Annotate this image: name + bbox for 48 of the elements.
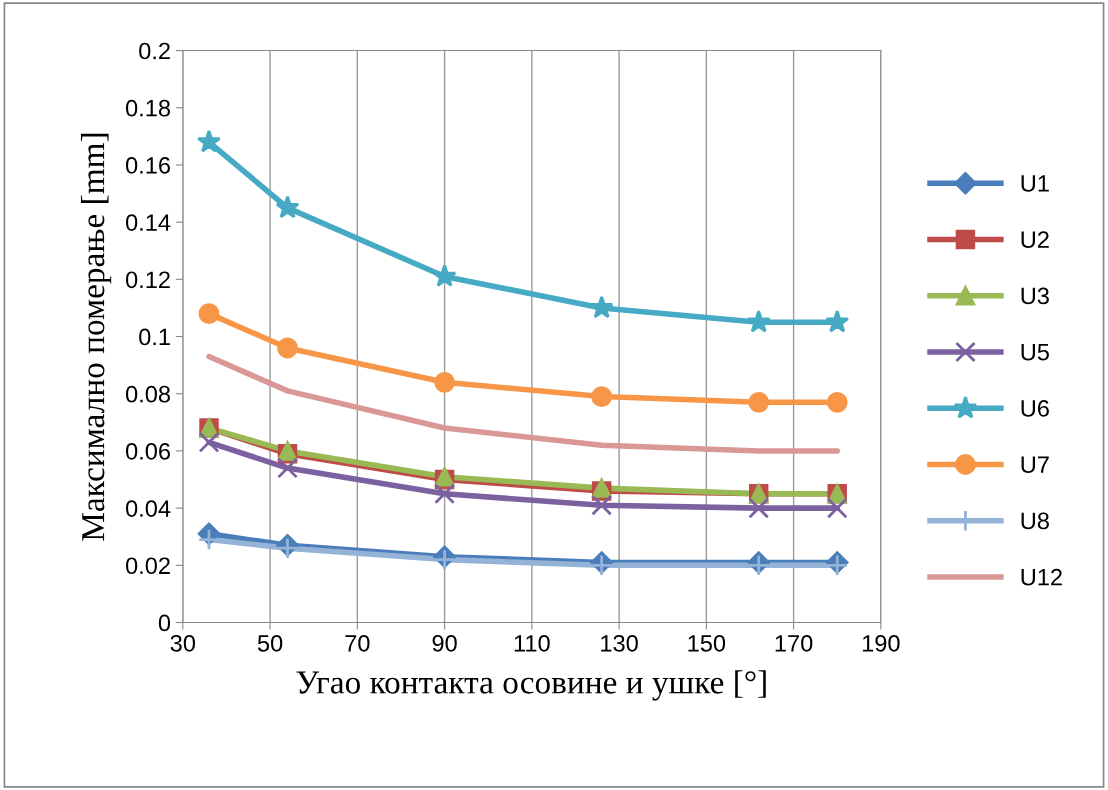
point xyxy=(198,431,220,453)
y-tick-label: 0.02 xyxy=(125,557,170,575)
point xyxy=(197,129,221,153)
legend-label: U6 xyxy=(1021,400,1049,417)
x-tick-label: 70 xyxy=(345,634,370,652)
x-tick-label: 30 xyxy=(170,634,196,652)
x-tick-label: 110 xyxy=(514,634,550,652)
y-tick-label: 0 xyxy=(158,614,171,632)
x-tick-label: 50 xyxy=(257,634,283,652)
point xyxy=(746,309,771,333)
x-tick-label: 190 xyxy=(862,634,900,652)
point xyxy=(748,497,770,519)
point xyxy=(198,303,220,325)
point xyxy=(277,337,298,359)
point xyxy=(277,457,298,479)
point xyxy=(591,386,613,408)
point xyxy=(825,309,850,333)
y-tick-label: 0.12 xyxy=(125,271,170,289)
point xyxy=(589,295,614,319)
y-tick-label: 0.1 xyxy=(139,328,170,346)
legend-label: U5 xyxy=(1021,344,1049,361)
y-tick-label: 0.2 xyxy=(139,42,170,60)
y-tick-label: 0.06 xyxy=(125,443,170,460)
y-axis-title: Максимално померање [mm] xyxy=(80,133,112,541)
point xyxy=(275,195,300,219)
y-tick-label: 0.04 xyxy=(125,500,171,517)
x-tick-label: 90 xyxy=(432,634,457,652)
point xyxy=(826,497,848,519)
legend-label: U2 xyxy=(1021,231,1049,249)
legend-label: U8 xyxy=(1021,512,1049,530)
x-tick-label: 150 xyxy=(688,634,726,652)
legend-label: U3 xyxy=(1021,287,1049,305)
x-axis-title: Угао контакта осовине и ушке [°] xyxy=(296,670,766,701)
legend-label: U12 xyxy=(1021,568,1062,586)
y-tick-label: 0.16 xyxy=(125,157,170,174)
point xyxy=(434,371,455,393)
legend-label: U7 xyxy=(1021,456,1049,473)
y-tick-label: 0.14 xyxy=(125,214,171,231)
point xyxy=(591,494,613,516)
point xyxy=(432,263,457,287)
x-tick-label: 130 xyxy=(601,634,638,652)
y-tick-label: 0.08 xyxy=(125,385,170,403)
x-tick-label: 170 xyxy=(775,634,813,652)
point xyxy=(748,391,770,413)
y-tick-label: 0.18 xyxy=(125,99,170,117)
legend-label: U1 xyxy=(1021,175,1049,192)
point xyxy=(434,483,455,505)
point xyxy=(826,391,848,413)
